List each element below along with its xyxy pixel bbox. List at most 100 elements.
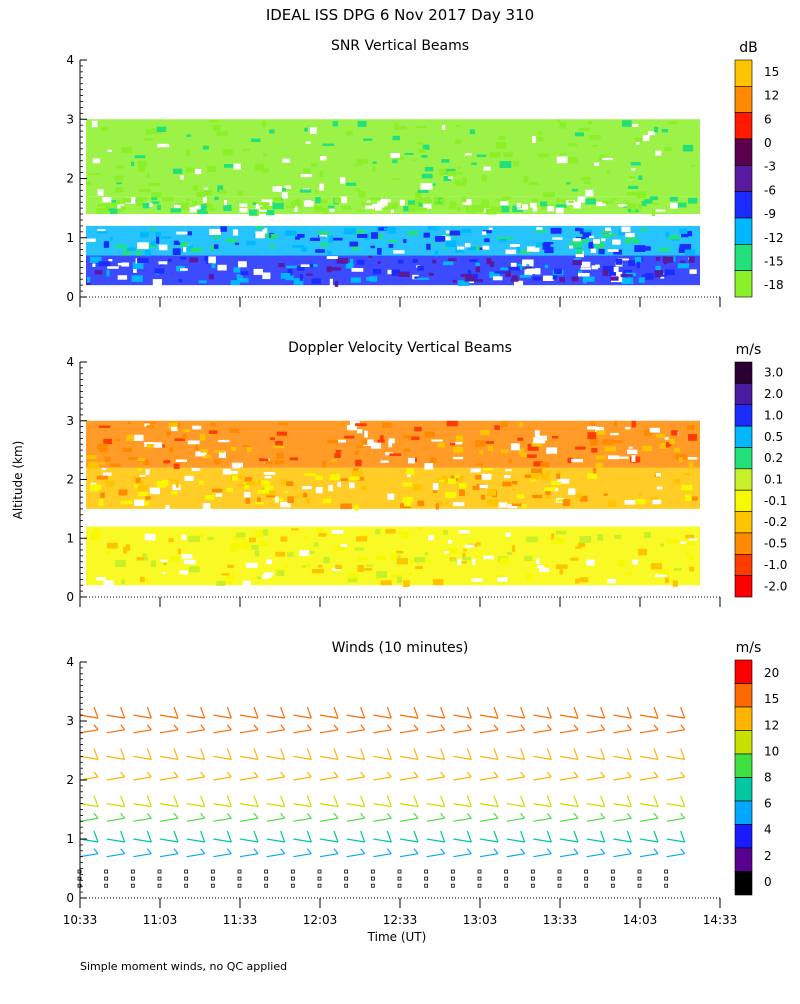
speckle [209, 228, 221, 235]
speckle [357, 120, 367, 127]
speckle [416, 207, 427, 211]
speckle [274, 200, 284, 204]
wind-barb [159, 838, 179, 843]
speckle [102, 197, 112, 203]
wind-barb [239, 838, 259, 843]
speckle [249, 209, 258, 216]
wind-barb-flag [306, 706, 312, 719]
colorbar-swatch [734, 575, 753, 598]
speckle [476, 462, 484, 466]
speckle [577, 196, 586, 203]
low-level-marker [450, 876, 455, 881]
speckle [650, 563, 662, 570]
speckle [217, 185, 224, 193]
speckle [261, 167, 269, 173]
low-level-marker [397, 869, 402, 874]
speckle [181, 534, 187, 540]
speckle [658, 247, 670, 252]
y-tick-label: 2 [66, 473, 74, 487]
speckle [601, 229, 611, 234]
colorbar-swatch [734, 270, 753, 298]
wind-barb-flag [146, 771, 152, 778]
speckle [494, 271, 505, 274]
speckle [474, 246, 480, 251]
speckle [428, 226, 440, 231]
speckle [596, 455, 607, 460]
speckle [598, 248, 605, 255]
speckle [672, 580, 678, 587]
speckle [216, 131, 228, 137]
speckle [209, 246, 214, 251]
speckle [448, 205, 457, 210]
wind-barb-flag [466, 771, 472, 778]
speckle [416, 125, 427, 129]
speckle [602, 266, 615, 272]
speckle [275, 496, 279, 503]
speckle [146, 425, 154, 428]
speckle [647, 131, 656, 136]
wind-barb-flag [466, 748, 472, 760]
speckle [432, 490, 438, 493]
wind-barb [479, 803, 499, 808]
speckle [280, 501, 291, 508]
wind-barb-flag [200, 848, 206, 855]
speckle [133, 265, 137, 273]
speckle [654, 574, 667, 578]
speckle [358, 557, 368, 561]
speckle [618, 204, 627, 207]
wind-barb [533, 776, 552, 781]
wind-barb-flag [413, 848, 419, 855]
speckle [170, 426, 178, 432]
wind-barb [479, 729, 499, 734]
speckle [546, 447, 558, 454]
speckle [544, 486, 556, 492]
colorbar-swatch [734, 447, 753, 470]
speckle [211, 208, 216, 212]
speckle [641, 274, 653, 277]
speckle [412, 484, 423, 491]
speckle [217, 264, 227, 271]
speckle [512, 161, 520, 167]
speckle [631, 455, 636, 462]
speckle [300, 174, 313, 178]
speckle [486, 258, 492, 265]
speckle [593, 239, 600, 244]
speckle [309, 127, 317, 134]
speckle [482, 245, 490, 250]
speckle [154, 268, 165, 274]
wind-barb [506, 817, 525, 822]
speckle [450, 442, 456, 446]
wind-barb [106, 838, 125, 843]
colorbar-label: 0.1 [764, 473, 783, 487]
speckle [280, 273, 291, 279]
speckle [426, 196, 431, 202]
speckle [516, 246, 521, 253]
data-layer [77, 706, 686, 888]
speckle [675, 202, 687, 208]
y-tick-label: 1 [66, 231, 74, 245]
speckle [354, 504, 359, 511]
speckle [626, 235, 637, 242]
wind-barb [399, 803, 419, 808]
wind-barb [479, 838, 499, 843]
low-level-marker [397, 883, 402, 888]
speckle [673, 478, 681, 484]
speckle [255, 226, 265, 230]
x-tick-label: 13:03 [463, 913, 498, 927]
speckle [357, 429, 363, 434]
speckle [156, 236, 160, 244]
wind-barb [346, 803, 365, 808]
speckle [114, 244, 127, 248]
wind-barb [559, 755, 579, 760]
speckle [618, 559, 625, 567]
wind-barb-flag [226, 771, 232, 778]
speckle [334, 197, 342, 204]
colorbar-label: -15 [764, 254, 784, 268]
speckle [332, 567, 341, 571]
speckle [245, 497, 250, 504]
speckle [232, 475, 239, 481]
wind-barb [666, 776, 685, 781]
wind-barb-flag [253, 848, 259, 855]
wind-barb [453, 853, 472, 858]
speckle [299, 550, 310, 557]
